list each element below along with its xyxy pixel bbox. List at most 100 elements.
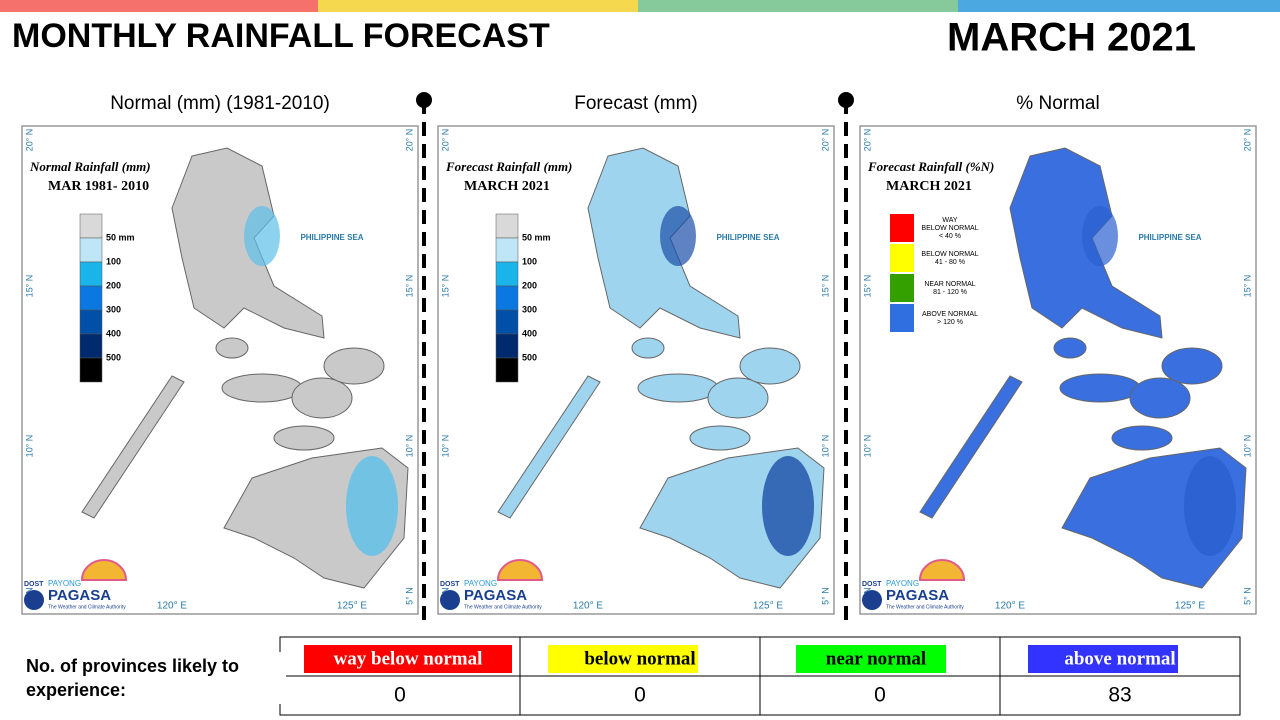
logo-brand: PAYONG <box>886 579 919 588</box>
lat-label: 20° N <box>24 129 34 152</box>
legend-swatch <box>79 333 103 359</box>
lon-label: 125° E <box>753 601 783 612</box>
logo-umbrella <box>80 559 128 581</box>
island <box>637 373 719 403</box>
island <box>1161 347 1223 385</box>
header-highlight <box>796 645 946 673</box>
rain-area <box>660 206 696 266</box>
island <box>1053 337 1087 359</box>
legend-label: 400 <box>522 328 537 338</box>
lat-label: 20° N <box>820 129 830 152</box>
legend-swatch <box>79 213 103 239</box>
period: MARCH 2021 <box>947 16 1196 60</box>
legend-swatch <box>79 261 103 287</box>
legend-swatch <box>79 357 103 383</box>
legend-label: BELOW NORMAL <box>921 251 978 258</box>
lat-label: 20° N <box>404 129 414 152</box>
island <box>689 425 751 451</box>
island <box>273 425 335 451</box>
logo-agency: DOST <box>440 581 460 588</box>
legend-label: WAY <box>942 217 957 224</box>
map-title: Forecast Rainfall (%N) <box>867 159 994 174</box>
rain-area <box>762 456 814 556</box>
lat-label: 5° N <box>820 587 830 605</box>
lat-label: 20° N <box>1242 129 1252 152</box>
logo-mark <box>24 590 44 610</box>
legend-label: 41 - 80 % <box>935 259 965 266</box>
lat-label: 10° N <box>820 435 830 458</box>
logo-mark <box>862 590 882 610</box>
table-cell <box>519 675 761 716</box>
lon-label: 125° E <box>337 601 367 612</box>
lon-label: 120° E <box>995 601 1025 612</box>
legend-label: 300 <box>106 304 121 314</box>
logo-agency: DOST <box>862 581 882 588</box>
logo-name: PAGASA <box>48 587 111 604</box>
lat-label: 15° N <box>862 275 872 298</box>
legend-label: 100 <box>522 256 537 266</box>
top-bar <box>318 0 638 12</box>
legend-label: < 40 % <box>939 233 961 240</box>
legend-swatch <box>79 309 103 335</box>
province-count: 0 <box>874 684 886 707</box>
legend-swatch <box>890 214 914 242</box>
lat-label: 15° N <box>820 275 830 298</box>
province-count: 0 <box>634 684 646 707</box>
lat-label: 15° N <box>24 275 34 298</box>
island <box>221 373 303 403</box>
lat-label: 10° N <box>1242 435 1252 458</box>
lon-label: 120° E <box>573 601 603 612</box>
logo-brand: PAYONG <box>464 579 497 588</box>
header-highlight <box>304 645 512 673</box>
island <box>323 347 385 385</box>
table-cell <box>759 675 1001 716</box>
legend-label: 200 <box>106 280 121 290</box>
map-panel: Normal (mm) (1981-2010) PHILIPPINE SEA 20°… <box>21 93 419 615</box>
lat-label: 10° N <box>862 435 872 458</box>
legend-label: 81 - 120 % <box>933 289 967 296</box>
logo-name: PAGASA <box>464 587 527 604</box>
logo-agency: DOST <box>24 581 44 588</box>
legend-swatch <box>79 237 103 263</box>
column-header: near normal <box>826 648 926 669</box>
sea-label: PHILIPPINE SEA <box>300 233 363 242</box>
table-cell <box>279 675 521 716</box>
map-title: Normal Rainfall (mm) <box>29 159 151 174</box>
province-count: 0 <box>394 684 406 707</box>
sea-label: PHILIPPINE SEA <box>1138 233 1201 242</box>
lat-label: 20° N <box>862 129 872 152</box>
island <box>919 375 1023 519</box>
logo-umbrella <box>918 559 966 581</box>
column-header: below normal <box>584 648 695 669</box>
island <box>1129 377 1191 419</box>
lat-label: 10° N <box>440 435 450 458</box>
legend-label: 200 <box>522 280 537 290</box>
legend-swatch <box>495 285 519 311</box>
lat-label: 15° N <box>1242 275 1252 298</box>
province-count: 83 <box>1108 684 1131 707</box>
province-table: way below normal 0 below normal 0 near norma… <box>20 636 1241 716</box>
legend-swatch <box>495 309 519 335</box>
island <box>1111 425 1173 451</box>
legend-swatch <box>890 274 914 302</box>
legend-label: 50 mm <box>106 232 135 242</box>
legend-label: 500 <box>106 352 121 362</box>
panel-heading: Forecast (mm) <box>574 93 698 114</box>
header-highlight <box>1028 645 1178 673</box>
legend-label: 100 <box>106 256 121 266</box>
legend-swatch <box>495 261 519 287</box>
legend-swatch <box>495 237 519 263</box>
legend-label: 300 <box>522 304 537 314</box>
column-header: above normal <box>1064 648 1175 669</box>
legend-label: BELOW NORMAL <box>921 225 978 232</box>
island <box>707 377 769 419</box>
rain-area <box>1184 456 1236 556</box>
legend-label: 500 <box>522 352 537 362</box>
rain-area <box>346 456 398 556</box>
table-label: No. of provinces likely to experience: <box>20 652 286 704</box>
map-subtitle: MARCH 2021 <box>886 179 972 194</box>
island <box>739 347 801 385</box>
logo-tagline: The Weather and Climate Authority <box>886 604 964 610</box>
legend-swatch <box>890 304 914 332</box>
